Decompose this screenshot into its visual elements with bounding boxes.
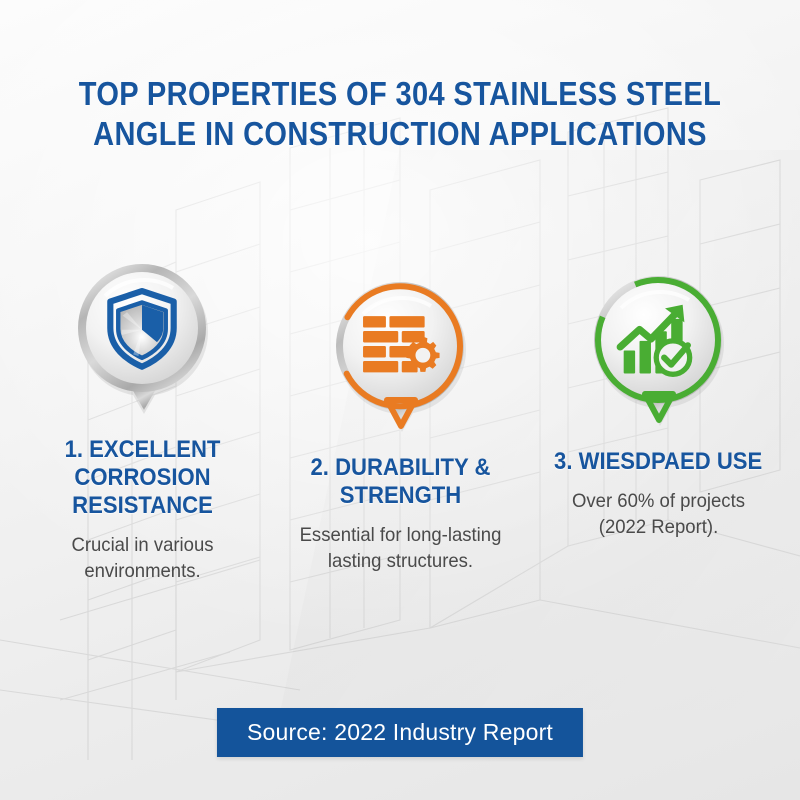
property-column-3: 3. WIESDPAED USE Over 60% of projects (2… xyxy=(529,274,787,540)
growth-chart-check-icon xyxy=(616,304,693,377)
property-heading-2: 2. DURABILITY & STRENGTH xyxy=(310,454,490,509)
property-columns: 1. EXCELLENT CORROSION RESISTANCE Crucia… xyxy=(0,262,800,584)
property-heading-1: 1. EXCELLENT CORROSION RESISTANCE xyxy=(64,436,220,519)
property-column-2: 2. DURABILITY & STRENGTH Essential for l… xyxy=(271,280,529,574)
badge-widespread-use[interactable] xyxy=(585,274,731,434)
property-body-1: Crucial in various environments. xyxy=(70,534,214,582)
shield-icon xyxy=(107,287,177,370)
property-body-2: Essential for long-lasting lasting struc… xyxy=(299,524,501,572)
title-line-2: ANGLE IN CONSTRUCTION APPLICATIONS xyxy=(93,115,707,152)
source-label: Source: 2022 Industry Report xyxy=(246,719,554,745)
property-column-1: 1. EXCELLENT CORROSION RESISTANCE Crucia… xyxy=(13,262,271,584)
page-title: TOP PROPERTIES OF 304 STAINLESS STEEL AN… xyxy=(0,74,800,154)
title-line-1: TOP PROPERTIES OF 304 STAINLESS STEEL xyxy=(78,75,722,112)
brick-wall-gear-icon xyxy=(363,316,440,373)
badge-durability-strength[interactable] xyxy=(327,280,473,440)
badge-corrosion-resistance[interactable] xyxy=(69,262,215,422)
property-heading-3: 3. WIESDPAED USE xyxy=(553,448,763,475)
source-banner: Source: 2022 Industry Report xyxy=(216,708,584,757)
property-body-3: Over 60% of projects (2022 Report). xyxy=(571,490,745,538)
